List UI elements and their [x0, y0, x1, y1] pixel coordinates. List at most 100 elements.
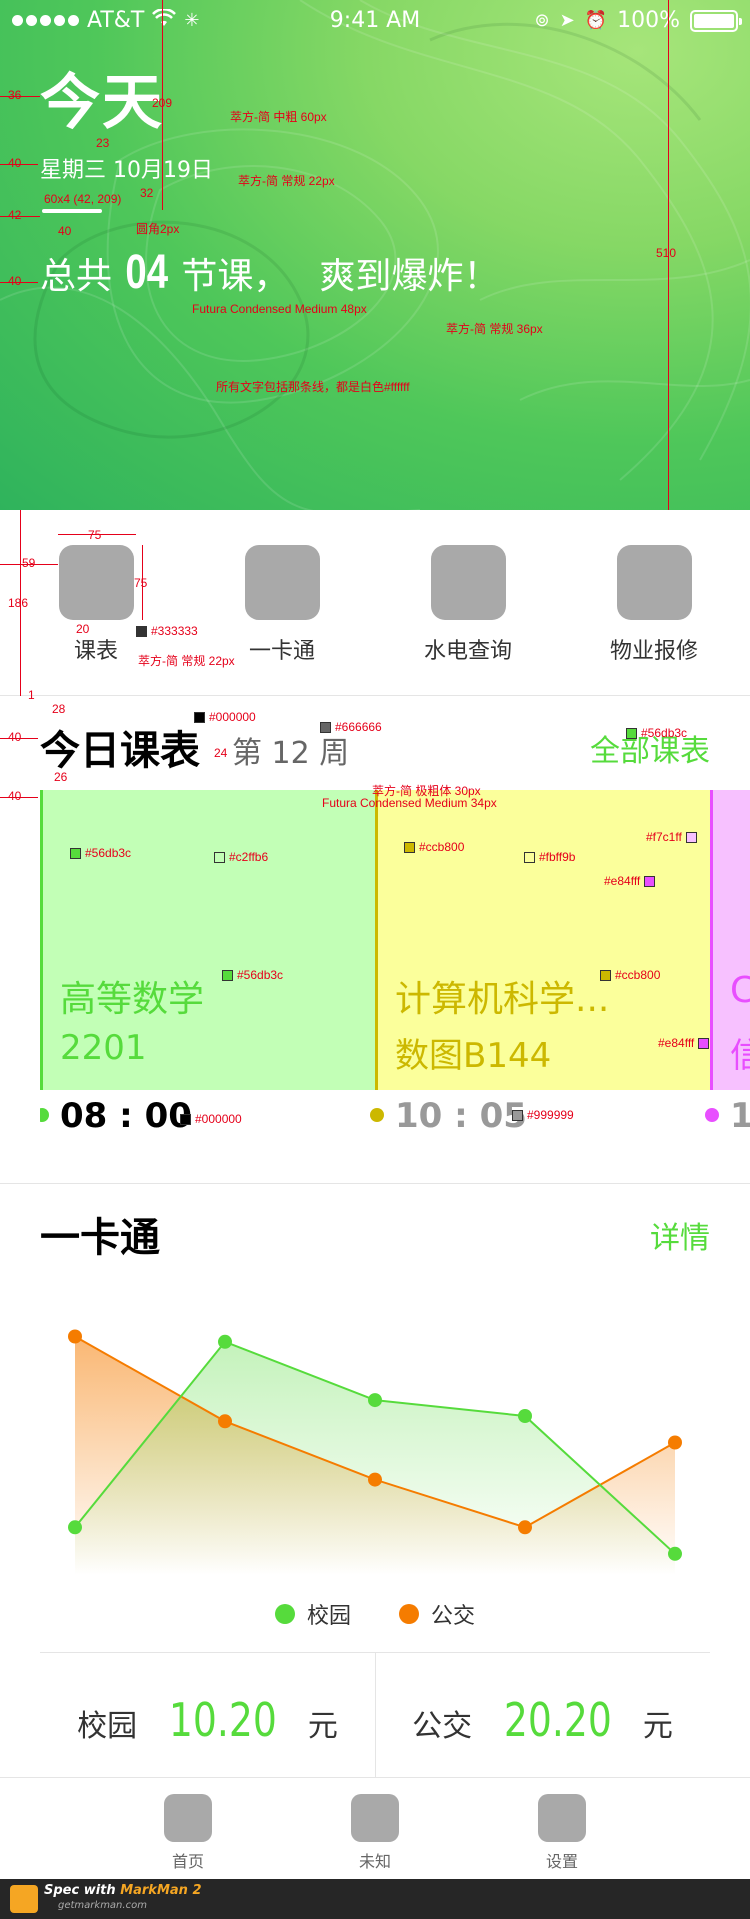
- campus-balance-label: 校园: [77, 1709, 138, 1744]
- course-time: 10 : 05: [395, 1096, 527, 1136]
- course-carousel[interactable]: 高等数学 2201 计算机科学... 数图B144 C 信 #56db3c #c…: [40, 790, 750, 1090]
- data-point: [668, 1546, 682, 1561]
- tab-unknown[interactable]: 未知: [325, 1794, 425, 1872]
- ann-75h: 75: [134, 576, 148, 590]
- utilities-icon: [430, 545, 506, 620]
- summary-tail: 爽到爆炸！: [319, 256, 500, 297]
- ann-date-font: 萃方-简 常规 22px: [238, 174, 335, 188]
- ann-label-font: 萃方-简 常规 22px: [138, 654, 235, 668]
- ann-guide: [0, 282, 38, 283]
- data-point: [668, 1435, 682, 1450]
- shortcut-label: 水电查询: [423, 639, 512, 664]
- status-time: 9:41 AM: [329, 8, 421, 33]
- ann-time-black: #000000: [180, 1112, 242, 1126]
- footer-brand: Spec with MarkMan 2: [44, 1883, 202, 1898]
- ann-guide: [0, 738, 38, 739]
- course-card-bg: [710, 790, 750, 1090]
- course-room: 数图B144: [395, 1036, 552, 1076]
- series-area: [75, 1341, 675, 1575]
- ann-42: 42: [8, 208, 22, 222]
- alarm-icon: ⏰: [584, 10, 608, 31]
- location-icon: ➤: [559, 10, 575, 31]
- course-card[interactable]: 高等数学 2201: [40, 790, 375, 1090]
- battery-icon: [690, 9, 742, 32]
- bus-balance: 公交 20.20 元: [375, 1693, 710, 1747]
- ann-40a: 40: [8, 156, 22, 170]
- ann-40c: 40: [8, 274, 22, 288]
- ann-32: 32: [140, 186, 154, 200]
- ann-bg-pink: #f7c1ff: [646, 830, 701, 844]
- course-time: 08 : 00: [60, 1096, 192, 1136]
- ann-guide: [162, 0, 163, 210]
- all-schedule-link[interactable]: 全部课表: [590, 734, 710, 769]
- data-point: [368, 1393, 382, 1408]
- shortcut-repair[interactable]: 物业报修: [599, 545, 709, 665]
- data-point: [218, 1334, 232, 1349]
- ann-40b: 40: [58, 224, 72, 238]
- legend-campus-dot: [274, 1604, 295, 1624]
- card-header: 一卡通 详情: [40, 1205, 710, 1261]
- shortcut-label: 一卡通: [248, 639, 315, 664]
- ann-green-link: #56db3c: [626, 726, 687, 740]
- shortcut-schedule[interactable]: 课表: [41, 545, 151, 665]
- balance-summary: 校园 10.20 元 公交 20.20 元: [40, 1652, 710, 1778]
- ann-209: 209: [152, 96, 173, 110]
- time-dot: [370, 1108, 384, 1122]
- shortcut-campus-card[interactable]: 一卡通: [227, 545, 337, 665]
- ann-guide: [0, 216, 40, 217]
- course-accent-bar: [710, 790, 713, 1090]
- ann-black-text: #000000: [209, 710, 256, 724]
- legend-bus-dot: [399, 1604, 419, 1624]
- shortcut-utilities[interactable]: 水电查询: [413, 545, 523, 665]
- ann-green-link-text: #56db3c: [641, 726, 688, 740]
- hero-banner: AT&T ✳ 9:41 AM ⊚ ➤ ⏰ 100% 今天 星期三 10月19日 …: [0, 0, 750, 510]
- ann-guide: [0, 96, 40, 97]
- unknown-icon: [351, 1794, 399, 1842]
- loading-icon: ✳: [184, 10, 200, 31]
- footer-spec: Spec with: [44, 1883, 116, 1898]
- hero-underline: [42, 209, 102, 213]
- ann-guide: [58, 534, 136, 535]
- ann-text-pink-text: #e84fff: [658, 1036, 695, 1050]
- data-point: [68, 1520, 82, 1535]
- ann-gray666: #666666: [320, 720, 382, 734]
- schedule-title: 今日课表: [40, 728, 200, 774]
- ann-sched-font: 萃方-简 极粗体 30px: [372, 784, 481, 798]
- time-dot: [705, 1108, 719, 1122]
- course-card-bg: [375, 790, 710, 1090]
- schedule-header: 今日课表 第 12 周 全部课表: [40, 718, 710, 774]
- hero-title: 今天: [40, 68, 164, 138]
- spending-chart: [68, 1329, 682, 1575]
- ann-186: 186: [8, 596, 29, 610]
- ann-bar-pink: #e84fff: [604, 874, 659, 888]
- ann-510: 510: [656, 246, 677, 260]
- card-detail-link[interactable]: 详情: [650, 1221, 710, 1256]
- ann-59: 59: [22, 556, 36, 570]
- ann-333-text: #333333: [151, 624, 198, 638]
- ann-gray666-text: #666666: [335, 720, 382, 734]
- tab-home[interactable]: 首页: [138, 1794, 238, 1872]
- ann-guide: [0, 564, 58, 565]
- course-card[interactable]: C 信: [710, 790, 750, 1090]
- course-times: 08 : 00 10 : 05 14 #000000 #999999: [40, 1090, 750, 1140]
- rotation-lock-icon: ⊚: [534, 10, 550, 31]
- course-time: 14: [730, 1096, 750, 1136]
- tab-settings[interactable]: 设置: [512, 1794, 612, 1872]
- data-point: [218, 1414, 232, 1429]
- campus-balance-unit: 元: [307, 1709, 338, 1744]
- footer-site: getmarkman.com: [58, 1900, 147, 1911]
- carrier-label: AT&T: [87, 8, 145, 33]
- home-icon: [164, 1794, 212, 1842]
- ann-36: 36: [8, 88, 22, 102]
- balance-separator: [375, 1653, 376, 1778]
- course-card[interactable]: 计算机科学... 数图B144: [375, 790, 710, 1090]
- markman-footer: Spec with MarkMan 2 getmarkman.com: [0, 1879, 750, 1919]
- card-title: 一卡通: [40, 1215, 160, 1261]
- ann-text-yellow: #ccb800: [600, 968, 660, 982]
- course-room: 2201: [60, 1028, 147, 1068]
- ann-line-size: 60x4 (42, 209): [44, 192, 122, 206]
- footer-brand-name: MarkMan 2: [120, 1883, 202, 1898]
- summary-count: 04: [125, 246, 169, 299]
- status-bar: AT&T ✳ 9:41 AM ⊚ ➤ ⏰ 100%: [0, 0, 750, 40]
- shortcut-label: 物业报修: [609, 639, 698, 664]
